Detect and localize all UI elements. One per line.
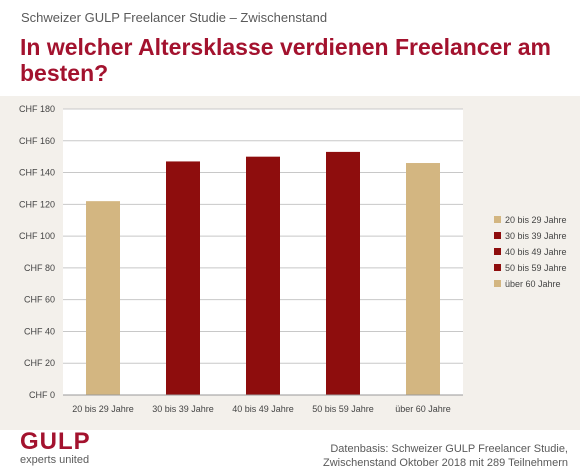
source-line-2: Zwischenstand Oktober 2018 mit 289 Teiln… (323, 457, 568, 469)
legend-label: 30 bis 39 Jahre (505, 231, 567, 241)
legend-swatch (494, 216, 501, 223)
data-source-note: Datenbasis: Schweizer GULP Freelancer St… (248, 442, 568, 470)
y-tick-label: CHF 180 (19, 104, 55, 114)
bar (166, 161, 200, 395)
y-tick-label: CHF 80 (24, 263, 55, 273)
legend-label: 50 bis 59 Jahre (505, 263, 567, 273)
x-tick-label: über 60 Jahre (395, 404, 451, 414)
x-tick-label: 50 bis 59 Jahre (312, 404, 374, 414)
y-tick-label: CHF 100 (19, 231, 55, 241)
legend-swatch (494, 264, 501, 271)
legend-swatch (494, 280, 501, 287)
bar (406, 163, 440, 395)
x-tick-label: 30 bis 39 Jahre (152, 404, 214, 414)
chart-title: In welcher Altersklasse verdienen Freela… (20, 34, 551, 86)
legend-label: über 60 Jahre (505, 279, 561, 289)
source-line-1: Datenbasis: Schweizer GULP Freelancer St… (330, 443, 568, 455)
bar-chart: CHF 0 CHF 20 CHF 40 CHF 60 CHF 80 CHF 100 CHF … (19, 104, 567, 414)
legend-label: 20 bis 29 Jahre (505, 215, 567, 225)
y-tick-label: CHF 120 (19, 199, 55, 209)
y-tick-label: CHF 0 (29, 390, 55, 400)
y-tick-label: CHF 40 (24, 326, 55, 336)
y-tick-label: CHF 160 (19, 136, 55, 146)
gulp-logo: GULP (20, 428, 91, 455)
legend-swatch (494, 248, 501, 255)
bar (86, 201, 120, 395)
y-tick-label: CHF 140 (19, 168, 55, 178)
bar (326, 151, 360, 395)
x-tick-label: 40 bis 49 Jahre (232, 404, 294, 414)
y-tick-label: CHF 20 (24, 358, 55, 368)
bar (246, 156, 280, 395)
logo-tagline: experts united (20, 454, 90, 466)
y-tick-label: CHF 60 (24, 295, 55, 305)
legend-swatch (494, 232, 501, 239)
legend-label: 40 bis 49 Jahre (505, 247, 567, 257)
chart-subtitle: Schweizer GULP Freelancer Studie – Zwisc… (21, 10, 328, 25)
x-tick-label: 20 bis 29 Jahre (72, 404, 134, 414)
